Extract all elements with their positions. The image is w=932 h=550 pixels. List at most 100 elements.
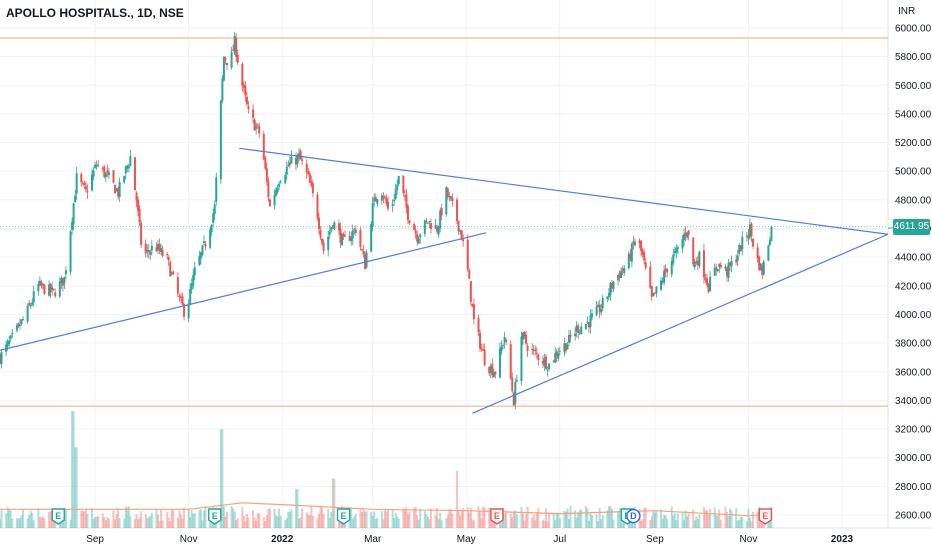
candle-body[interactable] [482, 349, 485, 351]
candle-body[interactable] [189, 288, 192, 305]
candle-body[interactable] [81, 182, 84, 184]
candle-body[interactable] [491, 364, 494, 376]
candle-body[interactable] [623, 267, 626, 274]
candle-body[interactable] [537, 354, 540, 361]
candle-body[interactable] [106, 170, 109, 173]
candle-body[interactable] [413, 224, 416, 231]
candle-body[interactable] [713, 268, 716, 276]
candle-body[interactable] [503, 337, 506, 343]
candle-body[interactable] [253, 119, 256, 131]
candle-body[interactable] [406, 206, 409, 220]
candle-body[interactable] [133, 157, 136, 191]
candle-body[interactable] [492, 372, 495, 378]
candle-body[interactable] [84, 186, 87, 190]
trendlines[interactable] [0, 147, 889, 414]
candle-body[interactable] [319, 230, 322, 238]
candlesticks[interactable] [0, 31, 773, 410]
candle-body[interactable] [552, 360, 555, 362]
candle-body[interactable] [202, 241, 205, 244]
candle-body[interactable] [756, 247, 759, 259]
candle-body[interactable] [95, 164, 98, 167]
candle-body[interactable] [489, 365, 492, 373]
candle-body[interactable] [198, 256, 201, 266]
candle-body[interactable] [650, 285, 653, 297]
candle-body[interactable] [49, 283, 52, 293]
earnings-down-marker[interactable] [758, 508, 773, 525]
candle-body[interactable] [299, 150, 302, 160]
candle-body[interactable] [515, 380, 518, 382]
candle-body[interactable] [222, 56, 225, 81]
candle-body[interactable] [472, 304, 475, 320]
candle-body[interactable] [535, 352, 538, 354]
candle-body[interactable] [558, 350, 561, 352]
candle-body[interactable] [52, 288, 55, 290]
candle-body[interactable] [144, 243, 147, 254]
candle-body[interactable] [267, 181, 270, 198]
candle-body[interactable] [618, 272, 621, 278]
candle-body[interactable] [146, 249, 149, 252]
candle-body[interactable] [305, 163, 308, 173]
candle-body[interactable] [221, 78, 224, 101]
candle-body[interactable] [370, 224, 373, 252]
candle-body[interactable] [544, 356, 547, 369]
candle-body[interactable] [374, 196, 377, 202]
candle-body[interactable] [31, 302, 34, 305]
candle-body[interactable] [449, 195, 452, 199]
candle-body[interactable] [318, 217, 321, 229]
candle-body[interactable] [172, 271, 175, 275]
candle-body[interactable] [20, 319, 23, 324]
candle-body[interactable] [584, 323, 587, 329]
candle-body[interactable] [698, 251, 701, 266]
candle-body[interactable] [276, 187, 279, 192]
candle-body[interactable] [750, 223, 753, 236]
candle-body[interactable] [666, 268, 669, 273]
candle-body[interactable] [242, 84, 245, 88]
candle-body[interactable] [64, 270, 67, 275]
candle-body[interactable] [256, 124, 259, 126]
candle-body[interactable] [617, 275, 620, 281]
candle-body[interactable] [448, 196, 451, 198]
candle-body[interactable] [161, 249, 164, 257]
earnings-up-marker[interactable] [208, 508, 222, 525]
candle-body[interactable] [693, 261, 696, 268]
candle-body[interactable] [0, 355, 1, 364]
candle-body[interactable] [124, 166, 127, 174]
candle-body[interactable] [37, 284, 40, 292]
candle-body[interactable] [652, 292, 655, 296]
candle-body[interactable] [331, 225, 334, 228]
candle-body[interactable] [502, 345, 505, 347]
candle-body[interactable] [494, 371, 497, 375]
event-markers[interactable]: EEEEEDE [51, 508, 773, 525]
candle-body[interactable] [278, 183, 281, 187]
candle-body[interactable] [40, 281, 43, 287]
candle-body[interactable] [376, 199, 379, 204]
candle-body[interactable] [215, 177, 218, 202]
candle-body[interactable] [247, 106, 250, 110]
candle-body[interactable] [8, 340, 11, 344]
candle-body[interactable] [692, 237, 695, 265]
candle-body[interactable] [729, 262, 732, 265]
candle-body[interactable] [607, 293, 610, 298]
candle-body[interactable] [445, 187, 448, 215]
candle-body[interactable] [213, 204, 216, 215]
candle-body[interactable] [80, 173, 83, 183]
candle-body[interactable] [695, 261, 698, 264]
candle-body[interactable] [609, 283, 612, 296]
candle-body[interactable] [360, 249, 363, 251]
candle-body[interactable] [17, 323, 20, 327]
candle-body[interactable] [48, 284, 51, 296]
candle-body[interactable] [311, 183, 314, 194]
earnings-up-marker[interactable] [51, 508, 65, 525]
candle-body[interactable] [41, 283, 44, 285]
candle-body[interactable] [621, 268, 624, 271]
candle-body[interactable] [520, 336, 523, 381]
candle-body[interactable] [428, 220, 431, 222]
candle-body[interactable] [393, 199, 396, 202]
candle-body[interactable] [359, 230, 362, 247]
candle-body[interactable] [748, 224, 751, 238]
candle-body[interactable] [469, 281, 472, 302]
candle-body[interactable] [385, 198, 388, 205]
candle-body[interactable] [675, 247, 678, 254]
candle-body[interactable] [480, 348, 483, 350]
